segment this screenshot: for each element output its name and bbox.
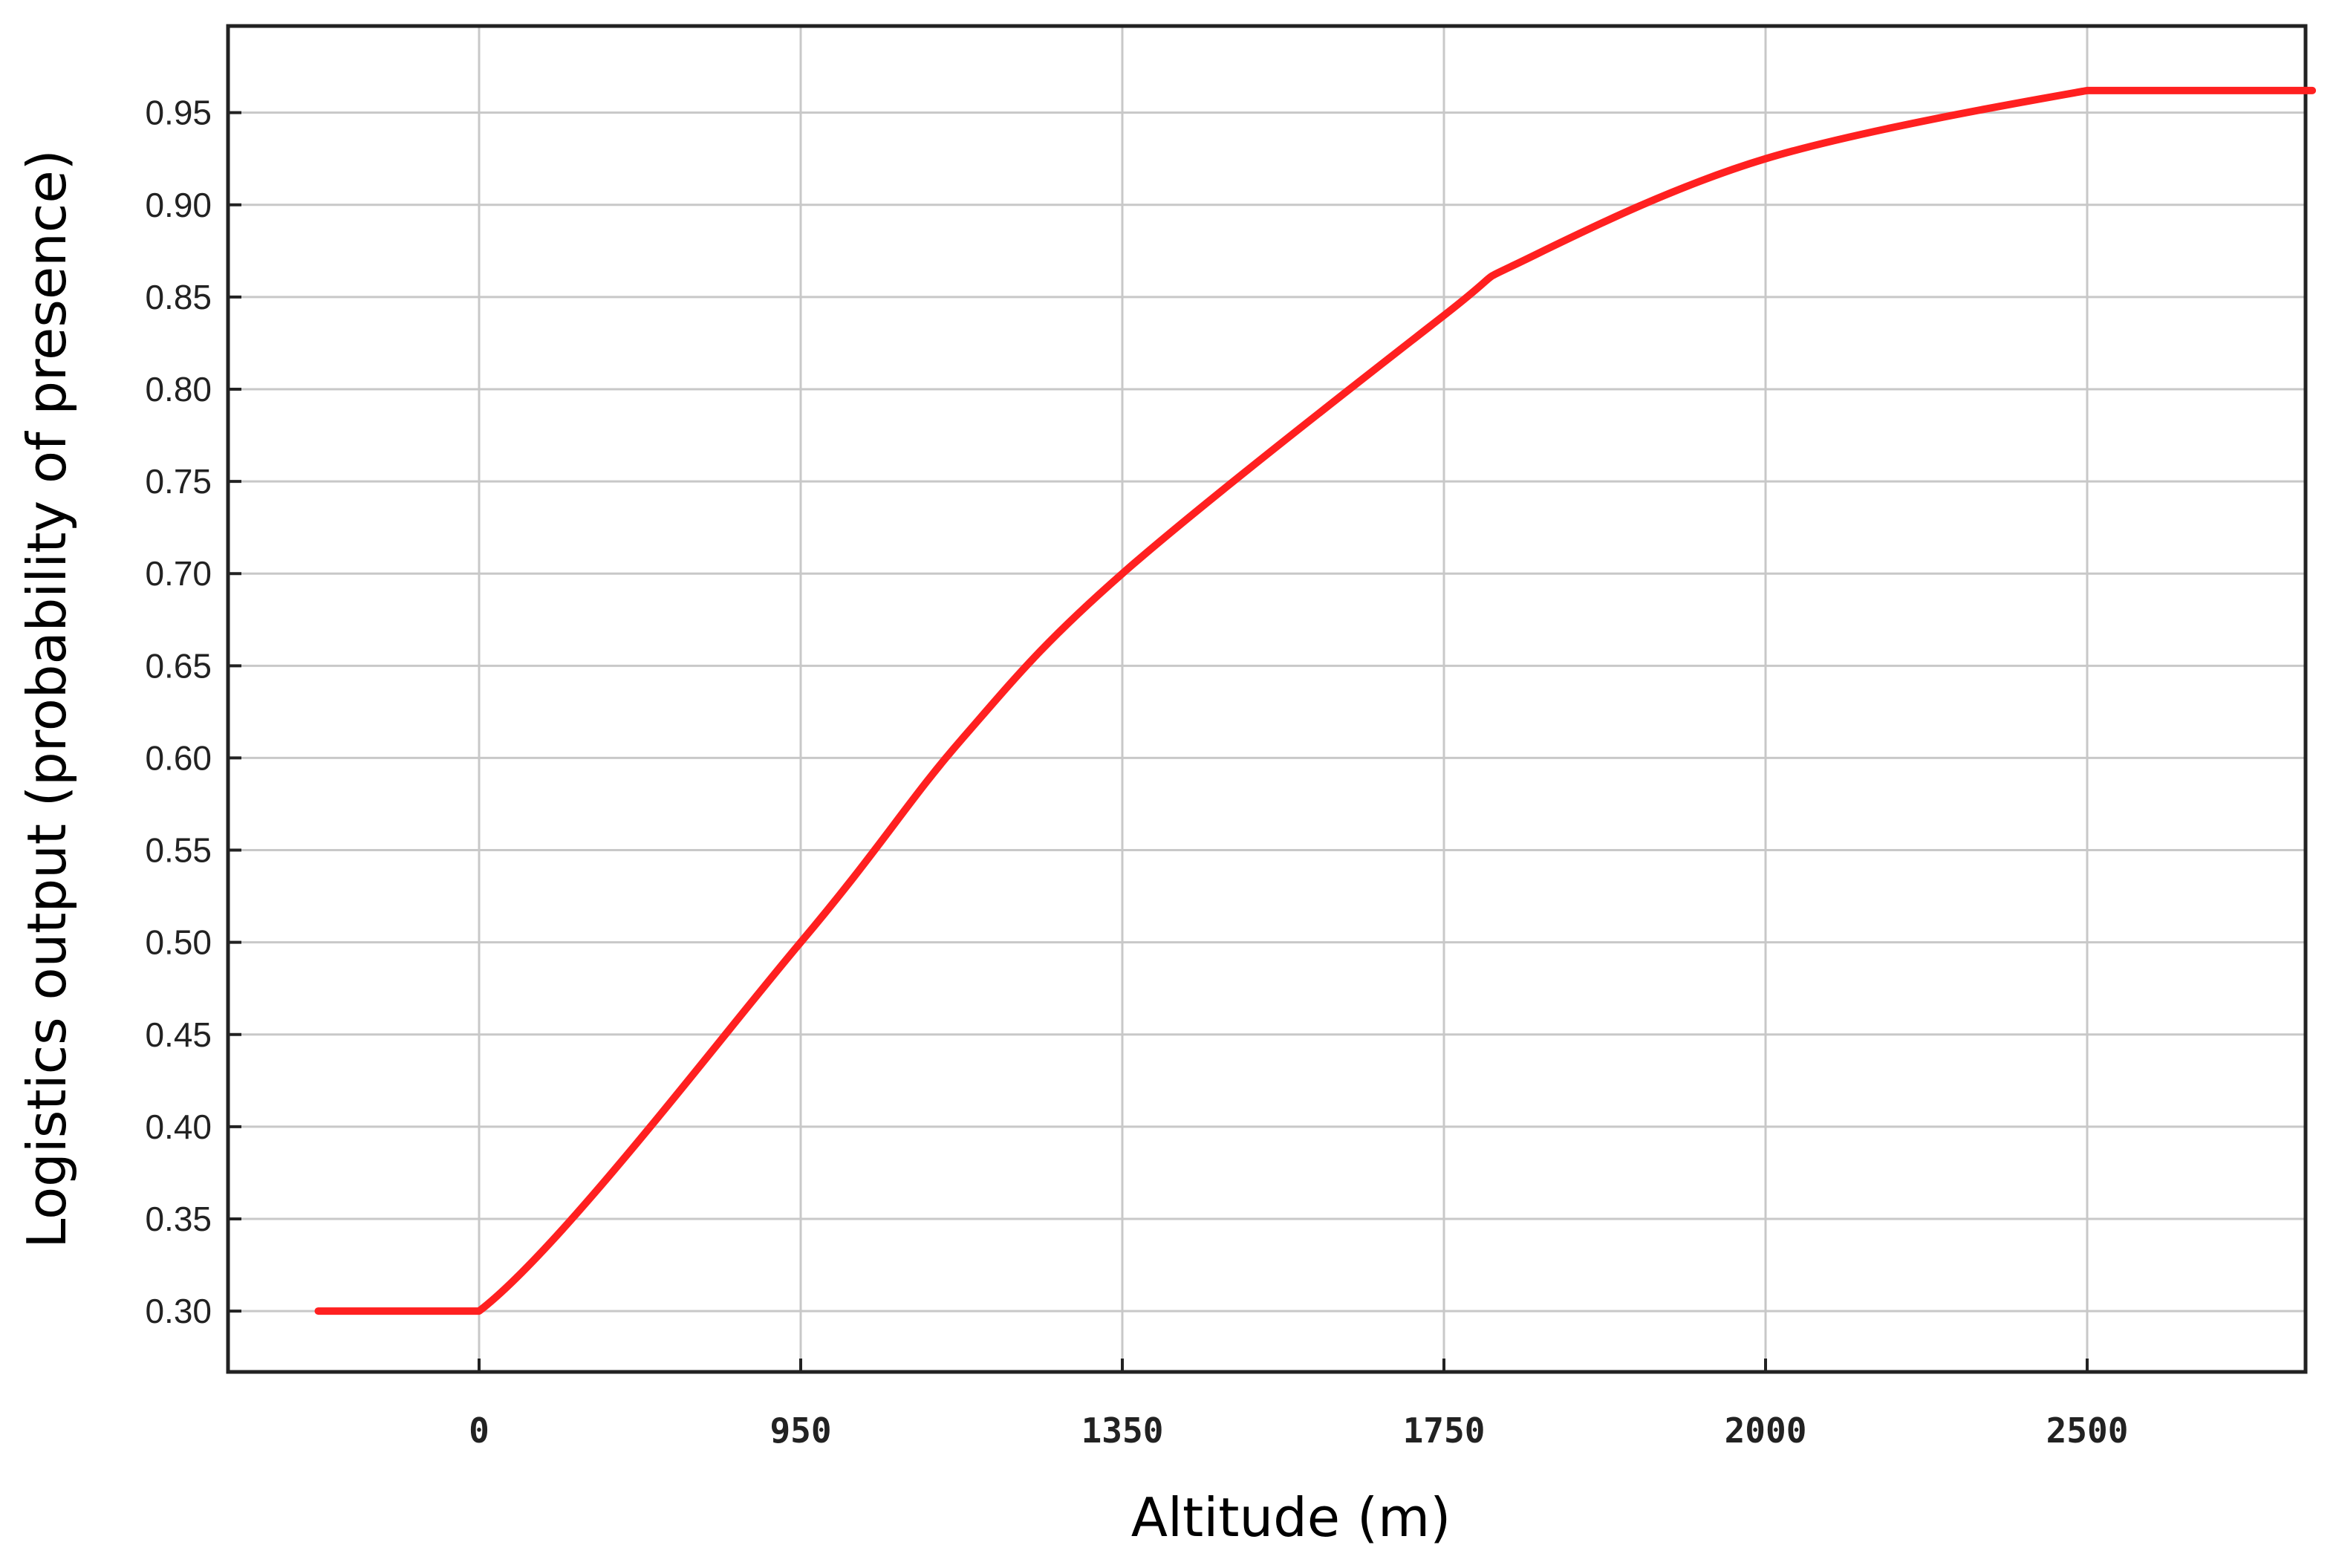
y-tick-label: 0.35: [145, 1200, 212, 1238]
y-axis-ticks: 0.30 0.35 0.40 0.45 0.50 0.55 0.60 0.65 0.70 0.75…: [145, 94, 241, 1330]
series-layer: [314, 86, 2317, 1315]
x-tick-label: 1750: [1403, 1411, 1486, 1451]
data-point: [2150, 89, 2153, 91]
data-point: [317, 1310, 319, 1312]
y-tick-label: 0.70: [145, 554, 212, 593]
data-point: [960, 738, 963, 741]
y-tick-label: 0.95: [145, 94, 212, 132]
y-tick-label: 0.85: [145, 278, 212, 316]
x-tick-label: 0: [469, 1411, 489, 1451]
x-axis-ticks: 0 950 1350 1750 2000 2500: [469, 1359, 2128, 1451]
y-tick-label: 0.45: [145, 1015, 212, 1054]
data-point: [2311, 89, 2314, 91]
data-point: [800, 941, 801, 943]
y-axis-title: Logistics output (probability of presenc…: [16, 149, 78, 1249]
data-point: [2086, 89, 2088, 91]
series-line: [314, 86, 2317, 1315]
y-tick-label: 0.90: [145, 186, 212, 224]
y-tick-label: 0.30: [145, 1292, 212, 1330]
data-point: [1765, 157, 1766, 160]
y-tick-label: 0.60: [145, 738, 212, 777]
y-tick-label: 0.40: [145, 1107, 212, 1146]
x-tick-label: 2500: [2046, 1411, 2129, 1451]
data-point: [1122, 573, 1123, 575]
plot-area-frame: [226, 24, 2308, 1374]
x-tick-label: 2000: [1725, 1411, 1807, 1451]
x-tick-label: 950: [770, 1411, 831, 1451]
data-point: [1443, 314, 1445, 316]
y-tick-label: 0.65: [145, 646, 212, 685]
x-axis-title: Altitude (m): [1131, 1486, 1451, 1549]
y-tick-label: 0.55: [145, 831, 212, 870]
data-point: [478, 1310, 480, 1312]
x-tick-label: 1350: [1081, 1411, 1164, 1451]
y-tick-label: 0.50: [145, 923, 212, 962]
y-tick-label: 0.75: [145, 462, 212, 501]
grid: [228, 26, 2306, 1372]
data-point: [1523, 259, 1526, 261]
y-tick-label: 0.80: [145, 370, 212, 409]
